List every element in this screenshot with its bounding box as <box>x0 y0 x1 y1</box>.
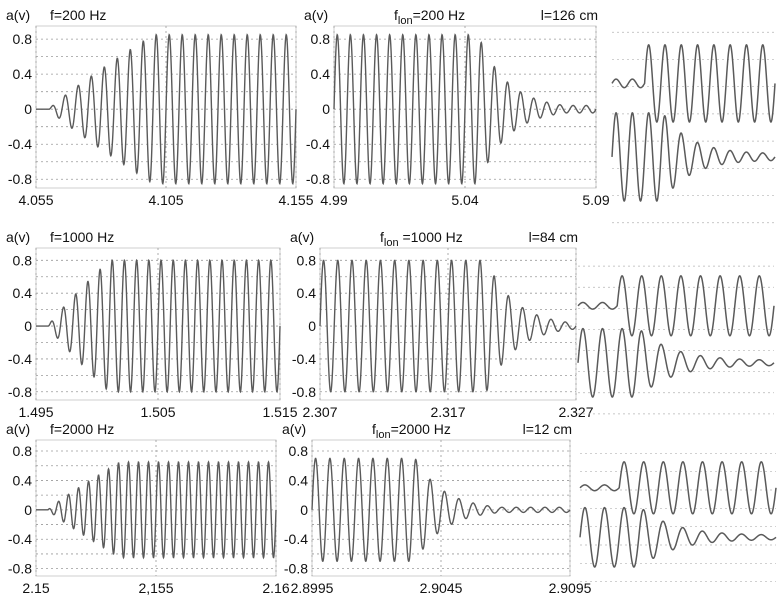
distance-label: l=84 cm <box>529 229 578 245</box>
y-tick-label: 0 <box>24 318 32 334</box>
panel-title: f=200 Hz <box>50 7 106 23</box>
signal-trace-lower <box>611 112 776 202</box>
x-tick-label: 4.155 <box>278 192 313 208</box>
y-tick-label: -0.4 <box>284 531 308 547</box>
panel-title-main: f <box>380 229 384 245</box>
x-tick-label: 2,155 <box>138 580 173 596</box>
y-tick-label: 0 <box>308 318 316 334</box>
signal-trace <box>333 33 597 186</box>
y-tick-label: -0.8 <box>8 561 32 577</box>
x-tick-label: 2.9095 <box>549 580 592 596</box>
y-tick-label: 0.4 <box>13 285 33 301</box>
y-axis-label: a(v) <box>6 421 30 437</box>
chart-panel-z3 <box>579 452 777 583</box>
y-tick-label: -0.4 <box>8 351 32 367</box>
chart-panel-p4: 0.8 0.4 0 -0.4 -0.8 2.307 2.317 2.327 a(v) flon =… <box>290 229 594 420</box>
x-tick-label: 2.9045 <box>420 580 463 596</box>
panel-title-subscript: lon <box>376 429 391 441</box>
panel-title-main: f=2000 Hz <box>50 421 114 437</box>
y-tick-label: -0.8 <box>292 384 316 400</box>
signal-trace <box>319 259 577 393</box>
distance-label: l=12 cm <box>523 421 572 437</box>
x-tick-label: 1.495 <box>18 404 53 420</box>
x-tick-label: 2.15 <box>22 580 49 596</box>
y-tick-label: 0.8 <box>13 443 33 459</box>
y-tick-label: 0.4 <box>289 472 309 488</box>
panel-title-rest: =200 Hz <box>413 7 466 23</box>
chart-panel-z1 <box>611 31 776 224</box>
x-tick-label: 2.16 <box>262 580 289 596</box>
y-tick-label: -0.4 <box>8 136 32 152</box>
x-tick-label: 4.99 <box>320 192 347 208</box>
chart-panel-p3: 0.8 0.4 0 -0.4 -0.8 1.495 1.505 1.515 a(v) f=1000… <box>6 229 298 420</box>
y-tick-label: -0.4 <box>8 531 32 547</box>
y-tick-label: 0 <box>300 502 308 518</box>
signal-trace <box>36 460 277 560</box>
signal-trace-upper <box>577 275 775 337</box>
y-tick-label: 0.8 <box>13 252 33 268</box>
y-tick-label: 0.4 <box>13 66 33 82</box>
y-tick-label: -0.8 <box>8 171 32 187</box>
chart-panel-p5: 0.8 0.4 0 -0.4 -0.8 2.15 2,155 2.16 a(v) f=2000 H… <box>6 421 290 596</box>
y-tick-label: -0.8 <box>8 384 32 400</box>
y-tick-label: 0.8 <box>311 31 331 47</box>
x-tick-label: 4.105 <box>148 192 183 208</box>
signal-trace-upper <box>579 461 777 515</box>
panel-title-main: f=200 Hz <box>50 7 106 23</box>
panel-title-main: f <box>372 421 376 437</box>
x-tick-label: 5.04 <box>451 192 478 208</box>
y-tick-label: 0 <box>24 502 32 518</box>
y-tick-label: 0.4 <box>297 285 317 301</box>
y-tick-label: -0.4 <box>306 136 330 152</box>
y-tick-label: 0.8 <box>13 31 33 47</box>
signal-trace-upper <box>611 44 776 123</box>
panel-title-rest: =2000 Hz <box>391 421 451 437</box>
panel-title: flon =1000 Hz <box>380 229 463 249</box>
y-axis-label: a(v) <box>304 7 328 23</box>
y-axis-label: a(v) <box>6 229 30 245</box>
y-tick-label: -0.8 <box>284 561 308 577</box>
x-tick-label: 1.505 <box>140 404 175 420</box>
panel-title: flon=200 Hz <box>394 7 465 27</box>
y-tick-label: 0.4 <box>311 66 331 82</box>
y-tick-label: 0 <box>24 101 32 117</box>
chart-panel-p1: 0.8 0.4 0 -0.4 -0.8 4.055 4.105 4.155 a(v) f=200 … <box>6 7 314 208</box>
panel-title-subscript: lon <box>384 237 399 249</box>
signal-trace <box>311 457 571 562</box>
chart-panel-p6: 0.8 0.4 0 -0.4 -0.8 2.8995 2.9045 2.9095 a(v) flo… <box>282 421 592 596</box>
x-tick-label: 2.8995 <box>291 580 334 596</box>
y-tick-label: 0.8 <box>289 443 309 459</box>
panel-title-main: f=1000 Hz <box>50 229 114 245</box>
signal-trace-lower <box>577 327 775 398</box>
y-axis-label: a(v) <box>290 229 314 245</box>
signal-trace <box>36 258 281 394</box>
x-tick-label: 2.327 <box>558 404 593 420</box>
panel-title: f=1000 Hz <box>50 229 114 245</box>
y-axis-label: a(v) <box>282 421 306 437</box>
panel-title: f=2000 Hz <box>50 421 114 437</box>
x-tick-label: 4.055 <box>18 192 53 208</box>
y-tick-label: 0 <box>322 101 330 117</box>
signal-trace-lower <box>579 506 777 568</box>
panel-title-rest: =1000 Hz <box>399 229 463 245</box>
chart-panel-p2: 0.8 0.4 0 -0.4 -0.8 4.99 5.04 5.09 a(v) flon=200 … <box>304 7 610 208</box>
x-tick-label: 5.09 <box>582 192 609 208</box>
signal-trace <box>36 33 297 186</box>
y-axis-label: a(v) <box>6 7 30 23</box>
x-tick-label: 2.307 <box>302 404 337 420</box>
panel-title-subscript: lon <box>398 15 413 27</box>
x-tick-label: 2.317 <box>430 404 465 420</box>
chart-panel-z2 <box>577 265 775 415</box>
y-tick-label: -0.4 <box>292 351 316 367</box>
distance-label: l=126 cm <box>541 7 598 23</box>
x-tick-label: 1.515 <box>262 404 297 420</box>
y-tick-label: 0.4 <box>13 472 33 488</box>
panel-title-main: f <box>394 7 398 23</box>
y-tick-label: -0.8 <box>306 171 330 187</box>
panel-title: flon=2000 Hz <box>372 421 451 441</box>
y-tick-label: 0.8 <box>297 252 317 268</box>
